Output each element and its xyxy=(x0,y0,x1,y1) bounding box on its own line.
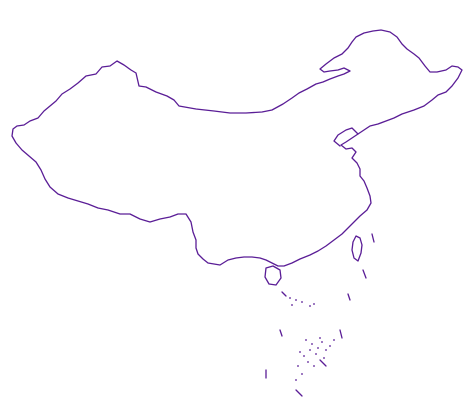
island-dot xyxy=(299,351,301,353)
island-dot xyxy=(301,373,303,375)
island-dot xyxy=(313,365,315,367)
island-dot xyxy=(309,305,311,307)
island-dot xyxy=(311,343,313,345)
dash-segment xyxy=(279,329,283,337)
island-dot xyxy=(295,379,297,381)
island-dot xyxy=(297,365,299,367)
island-dot xyxy=(333,339,335,341)
island-dot xyxy=(289,297,291,299)
dash-segment xyxy=(319,359,327,367)
south-sea-islands xyxy=(289,297,335,381)
island-dot xyxy=(303,355,305,357)
taiwan-island xyxy=(351,235,363,262)
island-dot xyxy=(301,301,303,303)
dash-segment xyxy=(362,269,367,279)
bohai-coast xyxy=(333,127,359,147)
island-dot xyxy=(313,303,315,305)
island-dot xyxy=(315,353,317,355)
nine-dash-line xyxy=(265,233,375,397)
dash-segment xyxy=(281,291,287,297)
dash-segment xyxy=(347,293,351,301)
island-dot xyxy=(329,345,331,347)
island-dot xyxy=(291,304,293,306)
island-dot xyxy=(325,349,327,351)
mainland-outline xyxy=(11,29,463,267)
island-dot xyxy=(321,341,323,343)
dash-segment xyxy=(339,329,343,339)
island-dot xyxy=(307,361,309,363)
island-dot xyxy=(319,337,321,339)
dash-segment xyxy=(295,389,303,397)
island-dot xyxy=(305,339,307,341)
island-dot xyxy=(309,349,311,351)
island-dot xyxy=(323,357,325,359)
island-dot xyxy=(295,299,297,301)
dash-segment xyxy=(371,233,375,243)
island-dot xyxy=(317,347,319,349)
hainan-island xyxy=(264,265,282,286)
